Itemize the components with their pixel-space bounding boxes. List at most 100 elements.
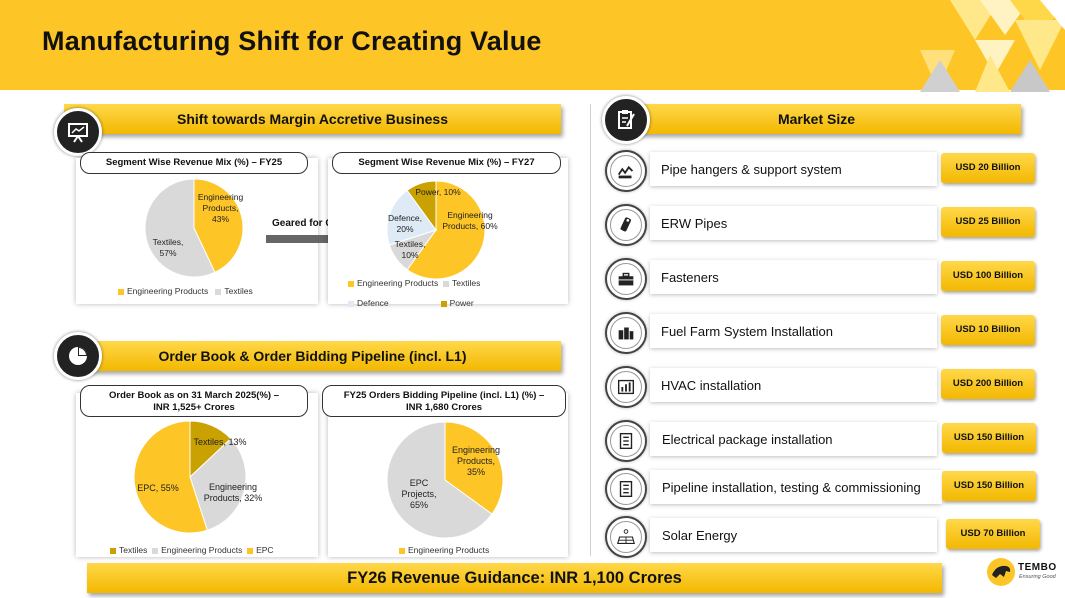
market-row-value: USD 150 Billion <box>942 423 1036 453</box>
geared-for-growth-label: Geared for Growth <box>272 218 361 229</box>
order-book-legend-epc: EPC <box>256 545 274 555</box>
fy27-legend-tex: Textiles <box>452 278 481 288</box>
tembo-logo-mark-icon <box>987 558 1015 586</box>
fy27-slice <box>386 189 437 246</box>
market-row-value: USD 200 Billion <box>941 369 1035 399</box>
market-row-label: Fuel Farm System Installation <box>661 324 833 339</box>
market-row: HVAC installation <box>650 368 937 402</box>
fy27-def-label-line1: Defence, <box>387 213 423 223</box>
tembo-logo: TEMBO Ensuring Good <box>986 557 1062 589</box>
order-book-title-line1: Order Book as on 31 March 2025(%) – <box>108 390 279 401</box>
fy27-legend: Engineering Products Textiles Defence Po… <box>348 273 480 313</box>
fy27-pie-chart <box>386 180 486 280</box>
order-book-legend: Textiles Engineering Products EPC <box>110 545 274 555</box>
market-row-label: Fasteners <box>661 270 719 285</box>
fy27-tex-label: Textiles, 10% <box>390 239 430 261</box>
pipe-icon <box>605 204 647 246</box>
fy27-slice <box>406 180 437 232</box>
fy25-slice <box>144 178 216 278</box>
fy25-slice <box>193 178 244 274</box>
market-row-value: USD 70 Billion <box>946 519 1040 549</box>
pipeline-epc-label-line2: Projects, <box>401 489 437 499</box>
fy25-legend-eng: Engineering Products <box>127 286 209 296</box>
tembo-logo-tagline: Ensuring Good <box>1019 574 1056 580</box>
order-book-slice <box>133 420 208 534</box>
market-row: Fuel Farm System Installation <box>650 314 937 348</box>
pipeline-slice <box>444 421 504 515</box>
fy27-slice <box>406 180 486 280</box>
fy27-def-label: Defence, 20% <box>385 213 425 235</box>
order-book-legend-tex: Textiles <box>119 545 148 555</box>
vertical-divider <box>590 104 591 556</box>
fy27-legend-power: Power <box>449 298 474 308</box>
market-row-label: HVAC installation <box>661 378 762 393</box>
fy25-tex-label: Textiles, 57% <box>146 237 190 259</box>
market-row-label: Electrical package installation <box>662 432 833 447</box>
fy27-tex-label-line2: 10% <box>401 250 419 260</box>
pipe-hanger-icon <box>605 150 647 192</box>
fy27-eng-label-line2: Products, 60% <box>442 221 498 231</box>
pipeline-legend-eng: Engineering Products <box>408 545 490 555</box>
order-book-eng-label-line2: Products, 32% <box>203 493 263 503</box>
fy27-power-label: Power, 10% <box>415 187 461 197</box>
fy25-title: Segment Wise Revenue Mix (%) – FY25 <box>80 152 308 174</box>
clipboard-pen-icon <box>602 96 650 144</box>
section-header-order-book: Order Book & Order Bidding Pipeline (inc… <box>64 341 561 371</box>
order-book-pie-chart <box>133 420 247 534</box>
order-book-title-line2: INR 1,525+ Crores <box>153 402 235 413</box>
order-book-slice <box>189 437 247 531</box>
pipeline-eng-label-line3: 35% <box>466 467 485 477</box>
fy27-title: Segment Wise Revenue Mix (%) – FY27 <box>332 152 561 174</box>
fy25-legend-tex: Textiles <box>224 286 253 296</box>
revenue-guidance-bar: FY26 Revenue Guidance: INR 1,100 Crores <box>87 563 942 593</box>
market-row-label: Pipeline installation, testing & commiss… <box>662 480 921 495</box>
market-row: Fasteners <box>650 260 937 294</box>
fuel-tank-icon <box>605 312 647 354</box>
pie-chart-icon <box>54 332 102 380</box>
pipeline-epc-label: EPC Projects, 65% <box>395 478 443 511</box>
pipeline-title: FY25 Orders Bidding Pipeline (incl. L1) … <box>322 385 566 417</box>
tembo-logo-name: TEMBO <box>1018 562 1057 573</box>
fy25-pie-chart <box>144 178 244 278</box>
decorative-triangles <box>920 0 1065 92</box>
checklist-icon <box>605 420 647 462</box>
pipeline-eng-label-line2: Products, <box>456 456 496 466</box>
revenue-guidance-text: FY26 Revenue Guidance: INR 1,100 Crores <box>347 569 682 587</box>
section-header-shift: Shift towards Margin Accretive Business <box>64 104 561 134</box>
market-row-value: USD 150 Billion <box>942 471 1036 501</box>
market-row-value: USD 100 Billion <box>941 261 1035 291</box>
market-row: Pipe hangers & support system <box>650 152 937 186</box>
market-row-label: ERW Pipes <box>661 216 728 231</box>
pipeline-eng-label-line1: Engineering <box>451 445 501 455</box>
pipeline-pie-chart <box>386 421 504 539</box>
fy27-legend-def: Defence <box>357 298 389 308</box>
order-book-legend-eng: Engineering Products <box>161 545 243 555</box>
fy25-legend: Engineering Products Textiles <box>118 286 253 296</box>
solar-panel-icon <box>605 516 647 558</box>
pipeline-epc-label-line1: EPC <box>409 478 429 488</box>
page-title: Manufacturing Shift for Creating Value <box>42 26 542 56</box>
order-book-epc-label: EPC, 55% <box>137 483 179 493</box>
pipeline-epc-label-line3: 65% <box>409 500 428 510</box>
fy27-tex-label-line1: Textiles, <box>394 239 426 249</box>
pipeline-eng-label: Engineering Products, 35% <box>446 445 506 478</box>
order-book-title: Order Book as on 31 March 2025(%) – INR … <box>80 385 308 417</box>
pipeline-title-line1: FY25 Orders Bidding Pipeline (incl. L1) … <box>343 390 545 401</box>
market-row: Solar Energy <box>650 518 937 552</box>
section-header-market-size: Market Size <box>612 104 1021 134</box>
market-row-value: USD 25 Billion <box>941 207 1035 237</box>
fy27-def-label-line2: 20% <box>396 224 414 234</box>
fy25-eng-label-line1: Engineering <box>197 192 244 202</box>
market-row-label: Pipe hangers & support system <box>661 162 842 177</box>
order-book-tex-label: Textiles, 13% <box>193 437 247 447</box>
section-header-market-size-text: Market Size <box>777 111 856 127</box>
fy25-eng-label: Engineering Products, 43% <box>193 192 248 225</box>
fy25-tex-label-line1: Textiles, <box>152 237 184 247</box>
presentation-board-icon <box>54 108 102 156</box>
fy25-eng-label-line2: Products, <box>202 203 239 213</box>
fy25-eng-label-line3: 43% <box>211 214 229 224</box>
checklist-icon <box>605 468 647 510</box>
pipeline-legend: Engineering Products <box>399 545 489 555</box>
market-row: ERW Pipes <box>650 206 937 240</box>
section-header-order-book-text: Order Book & Order Bidding Pipeline (inc… <box>158 348 467 364</box>
